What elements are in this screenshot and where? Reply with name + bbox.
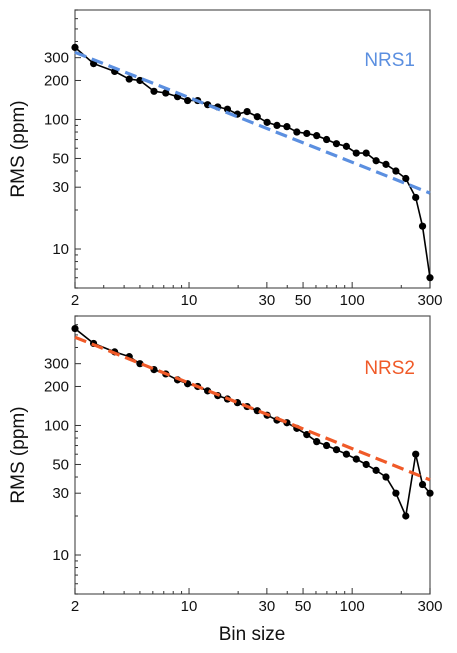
x-tick-labels-nrs2: 2 10 30 50 100 300 bbox=[71, 598, 443, 615]
y-tick-label: 300 bbox=[44, 356, 69, 373]
data-point bbox=[426, 274, 434, 282]
y-tick-label: 200 bbox=[44, 378, 69, 395]
y-tick-label: 300 bbox=[44, 50, 69, 67]
x-tick-label: 300 bbox=[417, 598, 442, 615]
fit-line-nrs1 bbox=[74, 50, 431, 195]
x-tick-label: 2 bbox=[71, 598, 79, 615]
data-point bbox=[150, 87, 158, 95]
data-point bbox=[412, 193, 420, 202]
data-point bbox=[332, 446, 341, 454]
x-tick-label: 2 bbox=[71, 292, 79, 309]
y-tick-label: 30 bbox=[52, 179, 69, 196]
y-tick-label: 100 bbox=[44, 111, 69, 128]
x-tick-label: 50 bbox=[295, 598, 312, 615]
x-tick-label: 100 bbox=[340, 598, 365, 615]
y-tick-labels-nrs2: 10 30 50 100 200 300 bbox=[44, 356, 69, 564]
y-tick-labels-nrs1: 10 30 50 100 200 300 bbox=[44, 50, 69, 258]
x-tick-label: 10 bbox=[181, 598, 198, 615]
data-point bbox=[418, 222, 427, 230]
y-tick-label: 10 bbox=[52, 547, 69, 564]
data-point bbox=[303, 129, 311, 138]
data-point bbox=[136, 76, 144, 85]
data-point bbox=[243, 108, 251, 116]
data-point bbox=[283, 123, 291, 131]
y-tick-label: 200 bbox=[44, 72, 69, 89]
data-point bbox=[372, 157, 380, 165]
x-tick-label: 30 bbox=[259, 292, 276, 309]
data-point bbox=[332, 140, 341, 148]
data-point bbox=[183, 96, 192, 105]
fit-line-nrs2 bbox=[74, 335, 431, 482]
x-tick-label: 30 bbox=[259, 598, 276, 615]
data-point bbox=[392, 167, 400, 175]
data-point bbox=[392, 489, 400, 497]
x-tick-label: 100 bbox=[340, 292, 365, 309]
x-axis-title-nrs2: Bin size bbox=[219, 624, 286, 645]
y-tick-label: 50 bbox=[52, 456, 69, 473]
data-point bbox=[362, 149, 370, 157]
data-point bbox=[342, 142, 351, 150]
data-point bbox=[313, 132, 321, 140]
data-point bbox=[313, 438, 321, 446]
data-point bbox=[322, 441, 331, 450]
plot-frame-nrs1 bbox=[74, 9, 431, 289]
y-tick-label: 50 bbox=[52, 150, 69, 167]
data-point bbox=[342, 450, 351, 458]
y-tick-label: 30 bbox=[52, 485, 69, 502]
panel-label-nrs2: NRS2 bbox=[364, 358, 415, 379]
data-point bbox=[372, 466, 380, 474]
y-axis-title-nrs1: RMS (ppm) bbox=[8, 100, 29, 197]
x-tick-label: 300 bbox=[417, 292, 442, 309]
data-point bbox=[402, 512, 410, 520]
data-point bbox=[412, 450, 420, 458]
data-point bbox=[253, 113, 261, 121]
data-point bbox=[223, 105, 232, 113]
y-tick-label: 10 bbox=[52, 241, 69, 258]
y-axis-title-nrs2: RMS (ppm) bbox=[8, 406, 29, 503]
tick-marks-nrs2 bbox=[74, 315, 431, 595]
plot-frame-nrs2 bbox=[74, 315, 431, 595]
series-nrs1 bbox=[71, 43, 434, 282]
y-tick-label: 100 bbox=[44, 417, 69, 434]
data-point bbox=[71, 43, 79, 52]
data-point bbox=[426, 489, 434, 497]
data-point bbox=[125, 75, 133, 83]
x-tick-labels-nrs1: 2 10 30 50 100 300 bbox=[71, 292, 443, 309]
tick-marks-nrs1 bbox=[74, 9, 431, 289]
data-point bbox=[162, 89, 170, 97]
data-point bbox=[352, 149, 360, 157]
series-nrs2 bbox=[71, 324, 434, 520]
data-point bbox=[382, 473, 390, 481]
data-point bbox=[362, 460, 370, 469]
x-tick-label: 10 bbox=[181, 292, 198, 309]
x-tick-label: 50 bbox=[295, 292, 312, 309]
series-line bbox=[74, 46, 431, 278]
data-point bbox=[322, 135, 331, 144]
panel-label-nrs1: NRS1 bbox=[364, 50, 415, 71]
data-point bbox=[293, 128, 301, 136]
data-point bbox=[382, 160, 390, 168]
data-point bbox=[402, 174, 410, 183]
data-point bbox=[352, 455, 360, 463]
data-point bbox=[71, 324, 79, 333]
data-point bbox=[273, 121, 281, 129]
data-point bbox=[263, 118, 271, 126]
data-point bbox=[418, 480, 427, 489]
